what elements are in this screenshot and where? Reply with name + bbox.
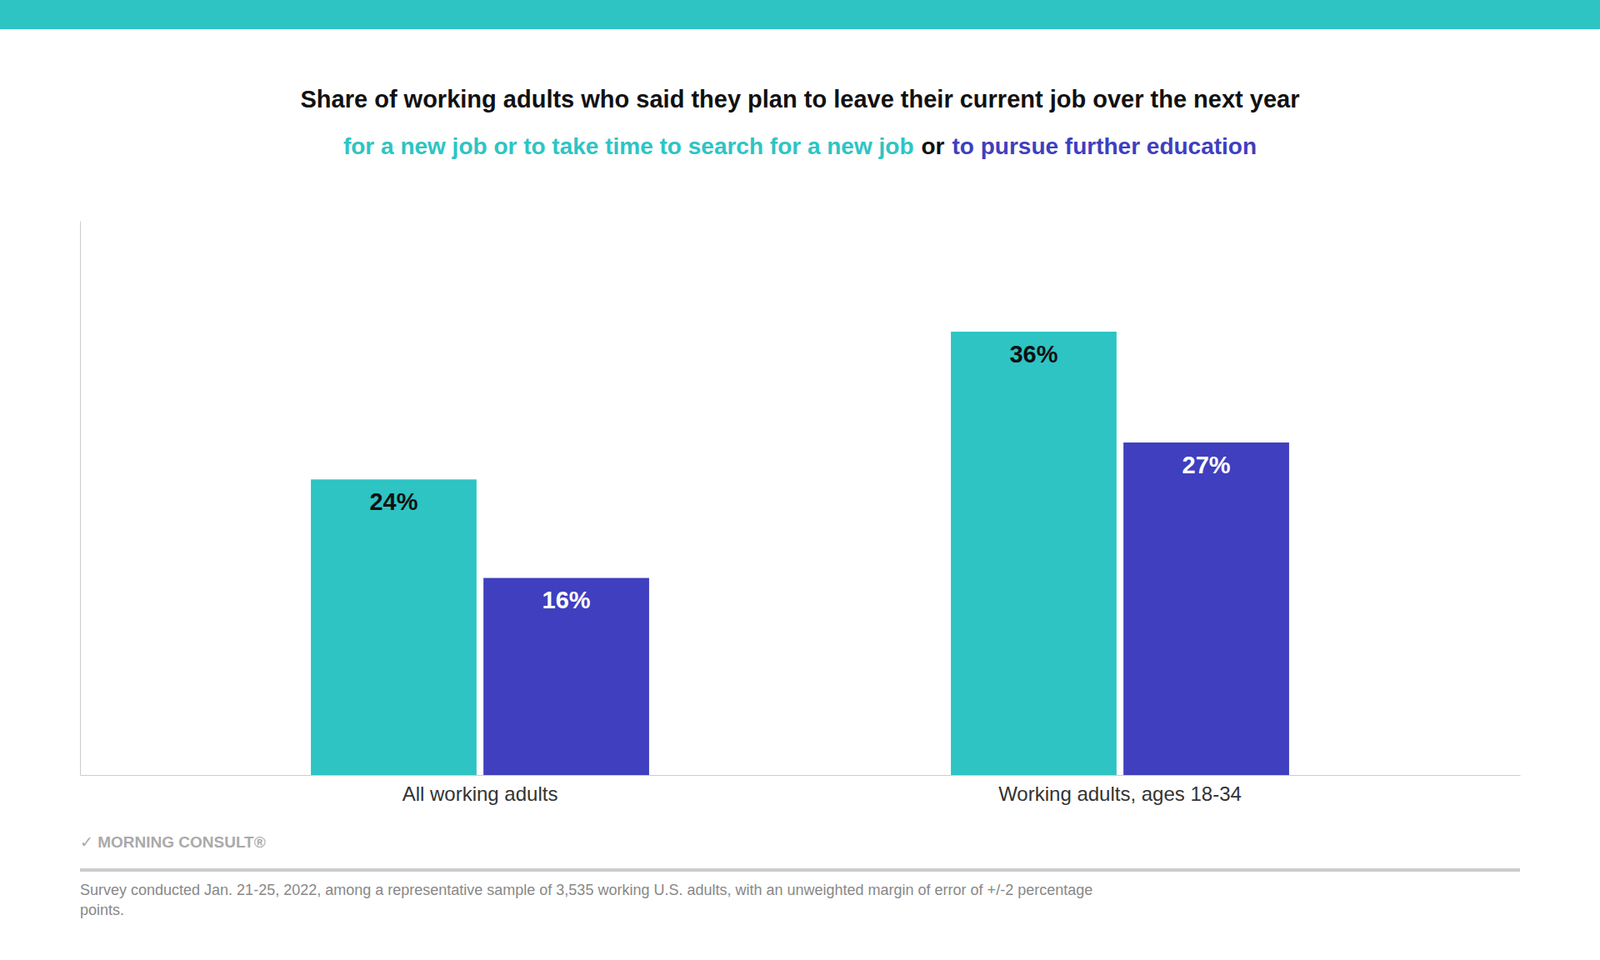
x-tick-label: Working adults, ages 18-34 bbox=[998, 782, 1242, 805]
footer-line: points. bbox=[80, 901, 125, 919]
logo: ✓ MORNING CONSULT® bbox=[80, 833, 266, 851]
subtitle-connector: or bbox=[921, 133, 945, 160]
subtitle-part: for a new job or to take time to search … bbox=[343, 133, 915, 160]
data-label: 36% bbox=[1009, 340, 1058, 368]
bar bbox=[950, 331, 1117, 775]
bar bbox=[1123, 442, 1290, 775]
subtitle: for a new job or to take time to search … bbox=[343, 133, 1257, 160]
footer: Survey conducted Jan. 21-25, 2022, among… bbox=[80, 881, 1093, 919]
separator bbox=[80, 868, 1520, 872]
bars bbox=[310, 331, 1290, 775]
y-axis-line bbox=[80, 221, 81, 776]
bar bbox=[483, 578, 650, 775]
title: Share of working adults who said they pl… bbox=[300, 85, 1300, 113]
plot: 24% 16% 36% 27% All working adults Working ad… bbox=[80, 221, 1521, 806]
data-label: 16% bbox=[542, 586, 591, 614]
top-bar bbox=[0, 0, 1600, 30]
x-tick: Working adults, ages 18-34 bbox=[998, 775, 1242, 805]
chart: Share of working adults who said they pl… bbox=[0, 0, 1600, 960]
y-axis bbox=[80, 221, 81, 776]
footer-line: Survey conducted Jan. 21-25, 2022, among… bbox=[80, 881, 1093, 899]
data-label: 27% bbox=[1182, 451, 1231, 479]
subtitle-part: to pursue further education bbox=[952, 133, 1258, 160]
x-tick-label: All working adults bbox=[402, 782, 559, 805]
x-axis: All working adults Working adults, ages 1… bbox=[80, 775, 1521, 805]
bar bbox=[310, 479, 477, 775]
data-labels: 24% 16% 36% 27% bbox=[369, 340, 1230, 615]
data-label: 24% bbox=[369, 488, 418, 515]
x-axis-line bbox=[80, 775, 1521, 776]
x-tick: All working adults bbox=[402, 775, 559, 805]
